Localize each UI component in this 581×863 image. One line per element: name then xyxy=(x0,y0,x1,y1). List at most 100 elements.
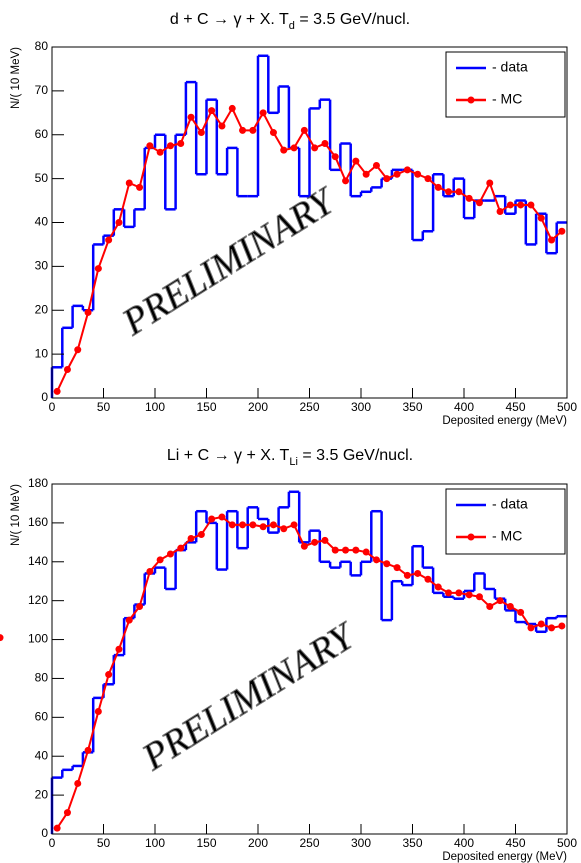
mc-point xyxy=(414,569,422,577)
x-tick-label: 200 xyxy=(248,836,268,850)
y-tick-label: 40 xyxy=(35,215,49,229)
y-tick-label: 180 xyxy=(28,476,48,490)
x-tick-label: 250 xyxy=(299,836,319,850)
y-tick-label: 50 xyxy=(35,171,49,185)
mc-point xyxy=(146,142,154,150)
mc-point xyxy=(331,153,339,161)
x-tick-label: 400 xyxy=(454,400,474,414)
title-subscript: d xyxy=(289,20,295,32)
chart-title: d + C → γ + X. Td = 3.5 GeV/nucl. xyxy=(170,11,410,32)
mc-point xyxy=(352,546,360,554)
mc-point xyxy=(105,671,113,679)
mc-point xyxy=(239,126,247,134)
mc-point xyxy=(259,523,267,531)
mc-point xyxy=(228,521,236,529)
mc-point xyxy=(94,265,102,273)
legend-label: - MC xyxy=(492,91,522,107)
mc-point xyxy=(475,593,483,601)
mc-point xyxy=(424,175,432,183)
y-tick-label: 30 xyxy=(35,259,49,273)
mc-point xyxy=(94,708,102,715)
mc-point xyxy=(208,515,216,523)
y-axis-label: N/( 10 MeV) xyxy=(10,484,22,546)
mc-point xyxy=(63,809,71,817)
mc-point xyxy=(115,645,123,653)
mc-point xyxy=(537,620,545,628)
mc-point xyxy=(146,568,154,575)
title-subscript: Li xyxy=(289,456,298,468)
legend-marker xyxy=(467,96,475,104)
mc-point xyxy=(115,219,123,226)
x-tick-label: 350 xyxy=(402,836,422,850)
x-tick-label: 0 xyxy=(49,836,56,850)
mc-point xyxy=(311,144,319,152)
mc-point xyxy=(558,227,566,235)
mc-point xyxy=(218,513,226,521)
y-tick-label: 100 xyxy=(28,632,48,646)
mc-point xyxy=(486,179,494,187)
mc-point xyxy=(517,608,525,616)
y-tick-label: 80 xyxy=(35,671,49,685)
mc-point xyxy=(414,170,422,178)
mc-point xyxy=(53,824,61,832)
x-tick-label: 500 xyxy=(557,836,577,850)
y-tick-label: 60 xyxy=(35,710,49,724)
mc-point xyxy=(548,624,556,632)
mc-point xyxy=(331,546,339,554)
x-tick-label: 250 xyxy=(299,400,319,414)
y-tick-label: 20 xyxy=(35,302,49,316)
y-tick-label: 80 xyxy=(35,39,49,53)
mc-point xyxy=(383,175,391,183)
x-tick-label: 0 xyxy=(49,400,56,414)
mc-point xyxy=(53,387,61,395)
mc-point xyxy=(393,564,401,572)
legend-marker xyxy=(467,533,475,541)
mc-point xyxy=(259,109,267,117)
mc-point xyxy=(197,129,205,137)
y-axis-label: N/( 10 MeV) xyxy=(10,47,22,109)
legend-label: - MC xyxy=(492,528,522,544)
mc-point xyxy=(506,603,514,610)
mc-point xyxy=(465,194,473,202)
title-part: d + C → γ + X. T xyxy=(170,11,289,28)
mc-point xyxy=(321,140,329,148)
x-tick-label: 100 xyxy=(145,836,165,850)
mc-point xyxy=(63,365,71,373)
mc-point xyxy=(208,107,216,115)
x-tick-label: 300 xyxy=(351,400,371,414)
title-part: = 3.5 GeV/nucl. xyxy=(295,11,410,28)
mc-point xyxy=(187,534,195,542)
mc-point xyxy=(136,603,144,610)
chart-title: Li + C → γ + X. TLi = 3.5 GeV/nucl. xyxy=(167,447,413,468)
x-tick-label: 300 xyxy=(351,836,371,850)
mc-point xyxy=(249,126,257,134)
mc-point xyxy=(393,170,401,178)
mc-point xyxy=(84,308,92,316)
mc-point xyxy=(517,201,525,209)
mc-point xyxy=(537,214,545,222)
y-tick-label: 40 xyxy=(35,748,49,762)
mc-point xyxy=(321,536,329,544)
x-tick-label: 150 xyxy=(196,400,216,414)
mc-point xyxy=(239,521,247,529)
watermark: PRELIMINARY xyxy=(135,614,365,779)
mc-point xyxy=(166,142,174,150)
mc-point xyxy=(166,550,174,558)
x-tick-label: 150 xyxy=(196,836,216,850)
mc-point xyxy=(558,622,566,630)
mc-point xyxy=(383,560,391,568)
y-tick-label: 0 xyxy=(41,390,48,404)
mc-point xyxy=(445,589,453,597)
mc-point xyxy=(424,575,432,583)
mc-point xyxy=(280,146,288,154)
mc-point xyxy=(300,542,308,550)
y-tick-label: 160 xyxy=(28,515,48,529)
x-tick-label: 450 xyxy=(505,836,525,850)
legend-box xyxy=(445,488,566,555)
mc-point xyxy=(74,779,82,787)
mc-point xyxy=(475,199,483,207)
x-tick-label: 400 xyxy=(454,836,474,850)
mc-point xyxy=(342,546,350,554)
mc-point xyxy=(218,122,226,130)
